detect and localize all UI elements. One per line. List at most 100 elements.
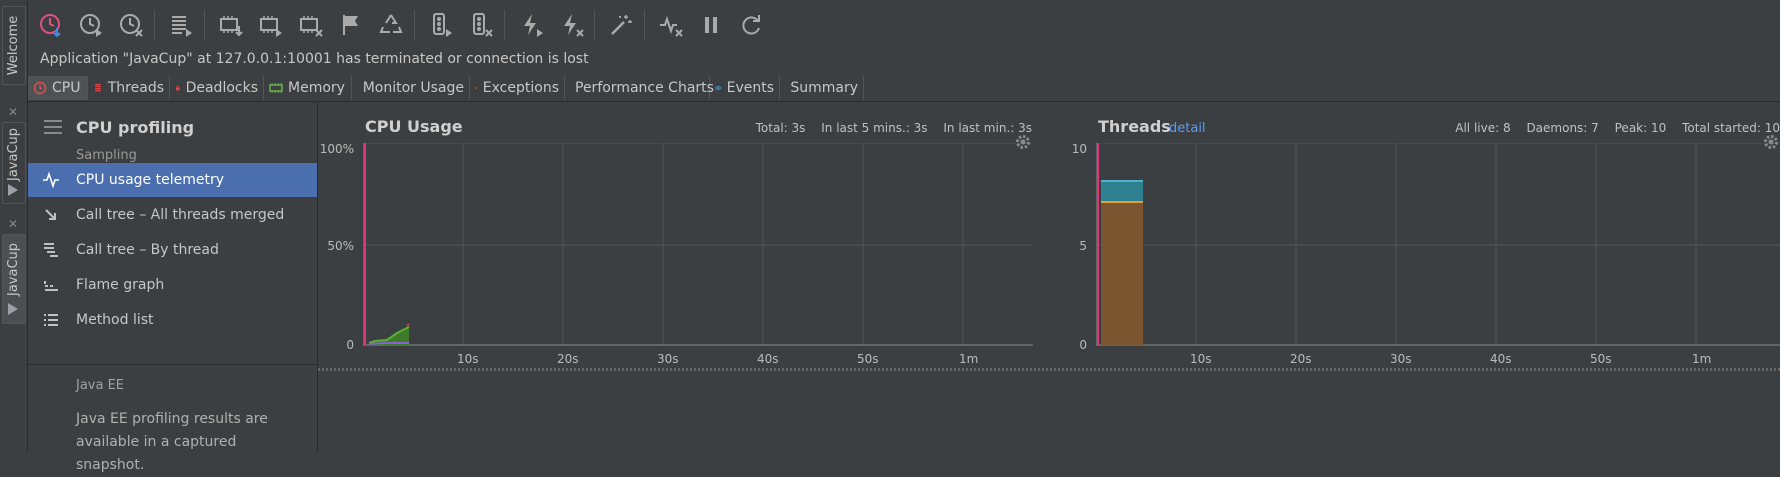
tab-cpu-label: CPU xyxy=(52,80,80,96)
side-tool-strip: Welcome ✕ JavaCup ✕ JavaCup xyxy=(0,0,28,452)
tab-exceptions[interactable]: Exceptions xyxy=(470,76,565,100)
nav-item-label: CPU usage telemetry xyxy=(76,172,224,188)
monitor-stop-button[interactable] xyxy=(464,6,498,44)
cpu-x-tick: 30s xyxy=(657,352,679,366)
side-tab-welcome[interactable]: Welcome xyxy=(2,6,26,85)
tab-cpu[interactable]: CPU xyxy=(28,76,88,100)
telemetry-stop-button[interactable] xyxy=(654,6,688,44)
cpu-recording-button[interactable] xyxy=(34,6,68,44)
nav-item-flame-graph[interactable]: Flame graph xyxy=(28,268,317,302)
threads-y-tick: 5 xyxy=(1051,239,1087,253)
flag-icon xyxy=(338,12,364,38)
flame-graph-icon xyxy=(42,276,60,294)
threads-panel: Threads detail All live: 8 Daemons: 7 Pe… xyxy=(1051,102,1780,372)
memory-x-icon xyxy=(298,12,324,38)
gear-icon[interactable] xyxy=(1762,133,1780,151)
eye-icon xyxy=(715,81,722,95)
nav-item-label: Flame graph xyxy=(76,277,164,293)
cpu-panel-title: CPU Usage xyxy=(365,117,463,136)
stop-cpu-button[interactable] xyxy=(114,6,148,44)
refresh-button[interactable] xyxy=(734,6,768,44)
threads-detail-link[interactable]: detail xyxy=(1169,121,1206,136)
side-tab-javacup-1-label: JavaCup xyxy=(7,127,22,180)
tab-performance-charts[interactable]: Performance Charts xyxy=(565,76,710,100)
magic-wand-icon xyxy=(608,12,634,38)
threads-x-tick: 40s xyxy=(1490,352,1512,366)
tab-deadlocks-label: Deadlocks xyxy=(186,80,258,96)
close-icon[interactable]: ✕ xyxy=(8,217,18,231)
cpu-x-tick: 1m xyxy=(959,352,978,366)
side-tab-javacup-1[interactable]: ✕ JavaCup xyxy=(2,122,26,204)
nav-item-method-list[interactable]: Method list xyxy=(28,303,317,337)
side-tab-welcome-label: Welcome xyxy=(7,16,22,75)
threads-x-tick: 50s xyxy=(1590,352,1612,366)
side-tab-javacup-2-label: JavaCup xyxy=(7,242,22,295)
cpu-record-icon xyxy=(38,12,64,38)
nav-item-label: Call tree – By thread xyxy=(76,242,219,258)
list-play-icon xyxy=(168,12,194,38)
nav-item-cpu-usage-telemetry[interactable]: CPU usage telemetry xyxy=(28,163,317,197)
threads-chart xyxy=(1096,143,1780,348)
nav-subtitle: Sampling xyxy=(76,148,137,163)
threads-record-button[interactable] xyxy=(164,6,198,44)
cpu-last5: In last 5 mins.: 3s xyxy=(821,121,927,135)
exceptions-start-button[interactable] xyxy=(514,6,548,44)
memory-stop-button[interactable] xyxy=(294,6,328,44)
threads-daemons: Daemons: 7 xyxy=(1526,121,1598,135)
javaee-text: Java EE profiling results are available … xyxy=(76,408,301,477)
clock-x-icon xyxy=(118,12,144,38)
close-icon[interactable]: ✕ xyxy=(8,105,18,119)
threads-x-tick: 30s xyxy=(1390,352,1412,366)
lightning-play-icon xyxy=(518,12,544,38)
telemetry-graphs: CPU Usage Total: 3s In last 5 mins.: 3s … xyxy=(318,102,1780,452)
clock-play-icon xyxy=(78,12,104,38)
cpu-chart xyxy=(363,143,1033,348)
cpu-y-tick: 100% xyxy=(318,142,354,156)
pause-icon xyxy=(698,12,724,38)
cpu-x-tick: 10s xyxy=(457,352,479,366)
nav-item-call-tree-merged[interactable]: Call tree – All threads merged xyxy=(28,198,317,232)
pulse-x-icon xyxy=(658,12,684,38)
tab-performance-charts-label: Performance Charts xyxy=(575,80,714,96)
nav-item-call-tree-by-thread[interactable]: Call tree – By thread xyxy=(28,233,317,267)
monitor-start-button[interactable] xyxy=(424,6,458,44)
tab-summary[interactable]: Summary xyxy=(780,76,864,100)
tab-monitor-usage[interactable]: Monitor Usage xyxy=(352,76,470,100)
memory-snapshot-button[interactable] xyxy=(214,6,248,44)
traffic-light-x-icon xyxy=(468,12,494,38)
side-tab-javacup-2[interactable]: ✕ JavaCup xyxy=(2,234,26,324)
cpu-y-tick: 0 xyxy=(318,338,354,352)
tab-memory[interactable]: Memory xyxy=(264,76,352,100)
threads-panel-title: Threads xyxy=(1098,117,1171,136)
cpu-x-tick: 40s xyxy=(757,352,779,366)
tab-threads[interactable]: Threads xyxy=(88,76,170,100)
hamburger-icon[interactable] xyxy=(44,120,62,138)
gear-icon[interactable] xyxy=(1014,133,1032,151)
clock-icon xyxy=(33,81,47,95)
lock-icon xyxy=(175,81,181,95)
threads-x-tick: 20s xyxy=(1290,352,1312,366)
nav-divider xyxy=(28,364,317,365)
start-cpu-button[interactable] xyxy=(74,6,108,44)
tab-events[interactable]: Events xyxy=(710,76,780,100)
threads-waiting-area xyxy=(1101,181,1143,202)
status-message: Application "JavaCup" at 127.0.0.1:10001… xyxy=(40,51,589,67)
probes-button[interactable] xyxy=(604,6,638,44)
traffic-light-play-icon xyxy=(428,12,454,38)
bookmark-button[interactable] xyxy=(334,6,368,44)
pulse-icon xyxy=(42,171,60,189)
threads-peak: Peak: 10 xyxy=(1615,121,1667,135)
cpu-view-nav: CPU profiling Sampling CPU usage telemet… xyxy=(28,102,318,452)
memory-start-button[interactable] xyxy=(254,6,288,44)
tab-exceptions-label: Exceptions xyxy=(483,80,559,96)
cpu-x-tick: 20s xyxy=(557,352,579,366)
pause-button[interactable] xyxy=(694,6,728,44)
toolbar xyxy=(30,6,1780,44)
memory-play-icon xyxy=(258,12,284,38)
tab-deadlocks[interactable]: Deadlocks xyxy=(170,76,264,100)
gc-button[interactable] xyxy=(374,6,408,44)
exceptions-stop-button[interactable] xyxy=(554,6,588,44)
splitter-handle[interactable] xyxy=(318,368,1780,371)
cpu-usage-panel: CPU Usage Total: 3s In last 5 mins.: 3s … xyxy=(318,102,1048,372)
tab-memory-label: Memory xyxy=(288,80,345,96)
